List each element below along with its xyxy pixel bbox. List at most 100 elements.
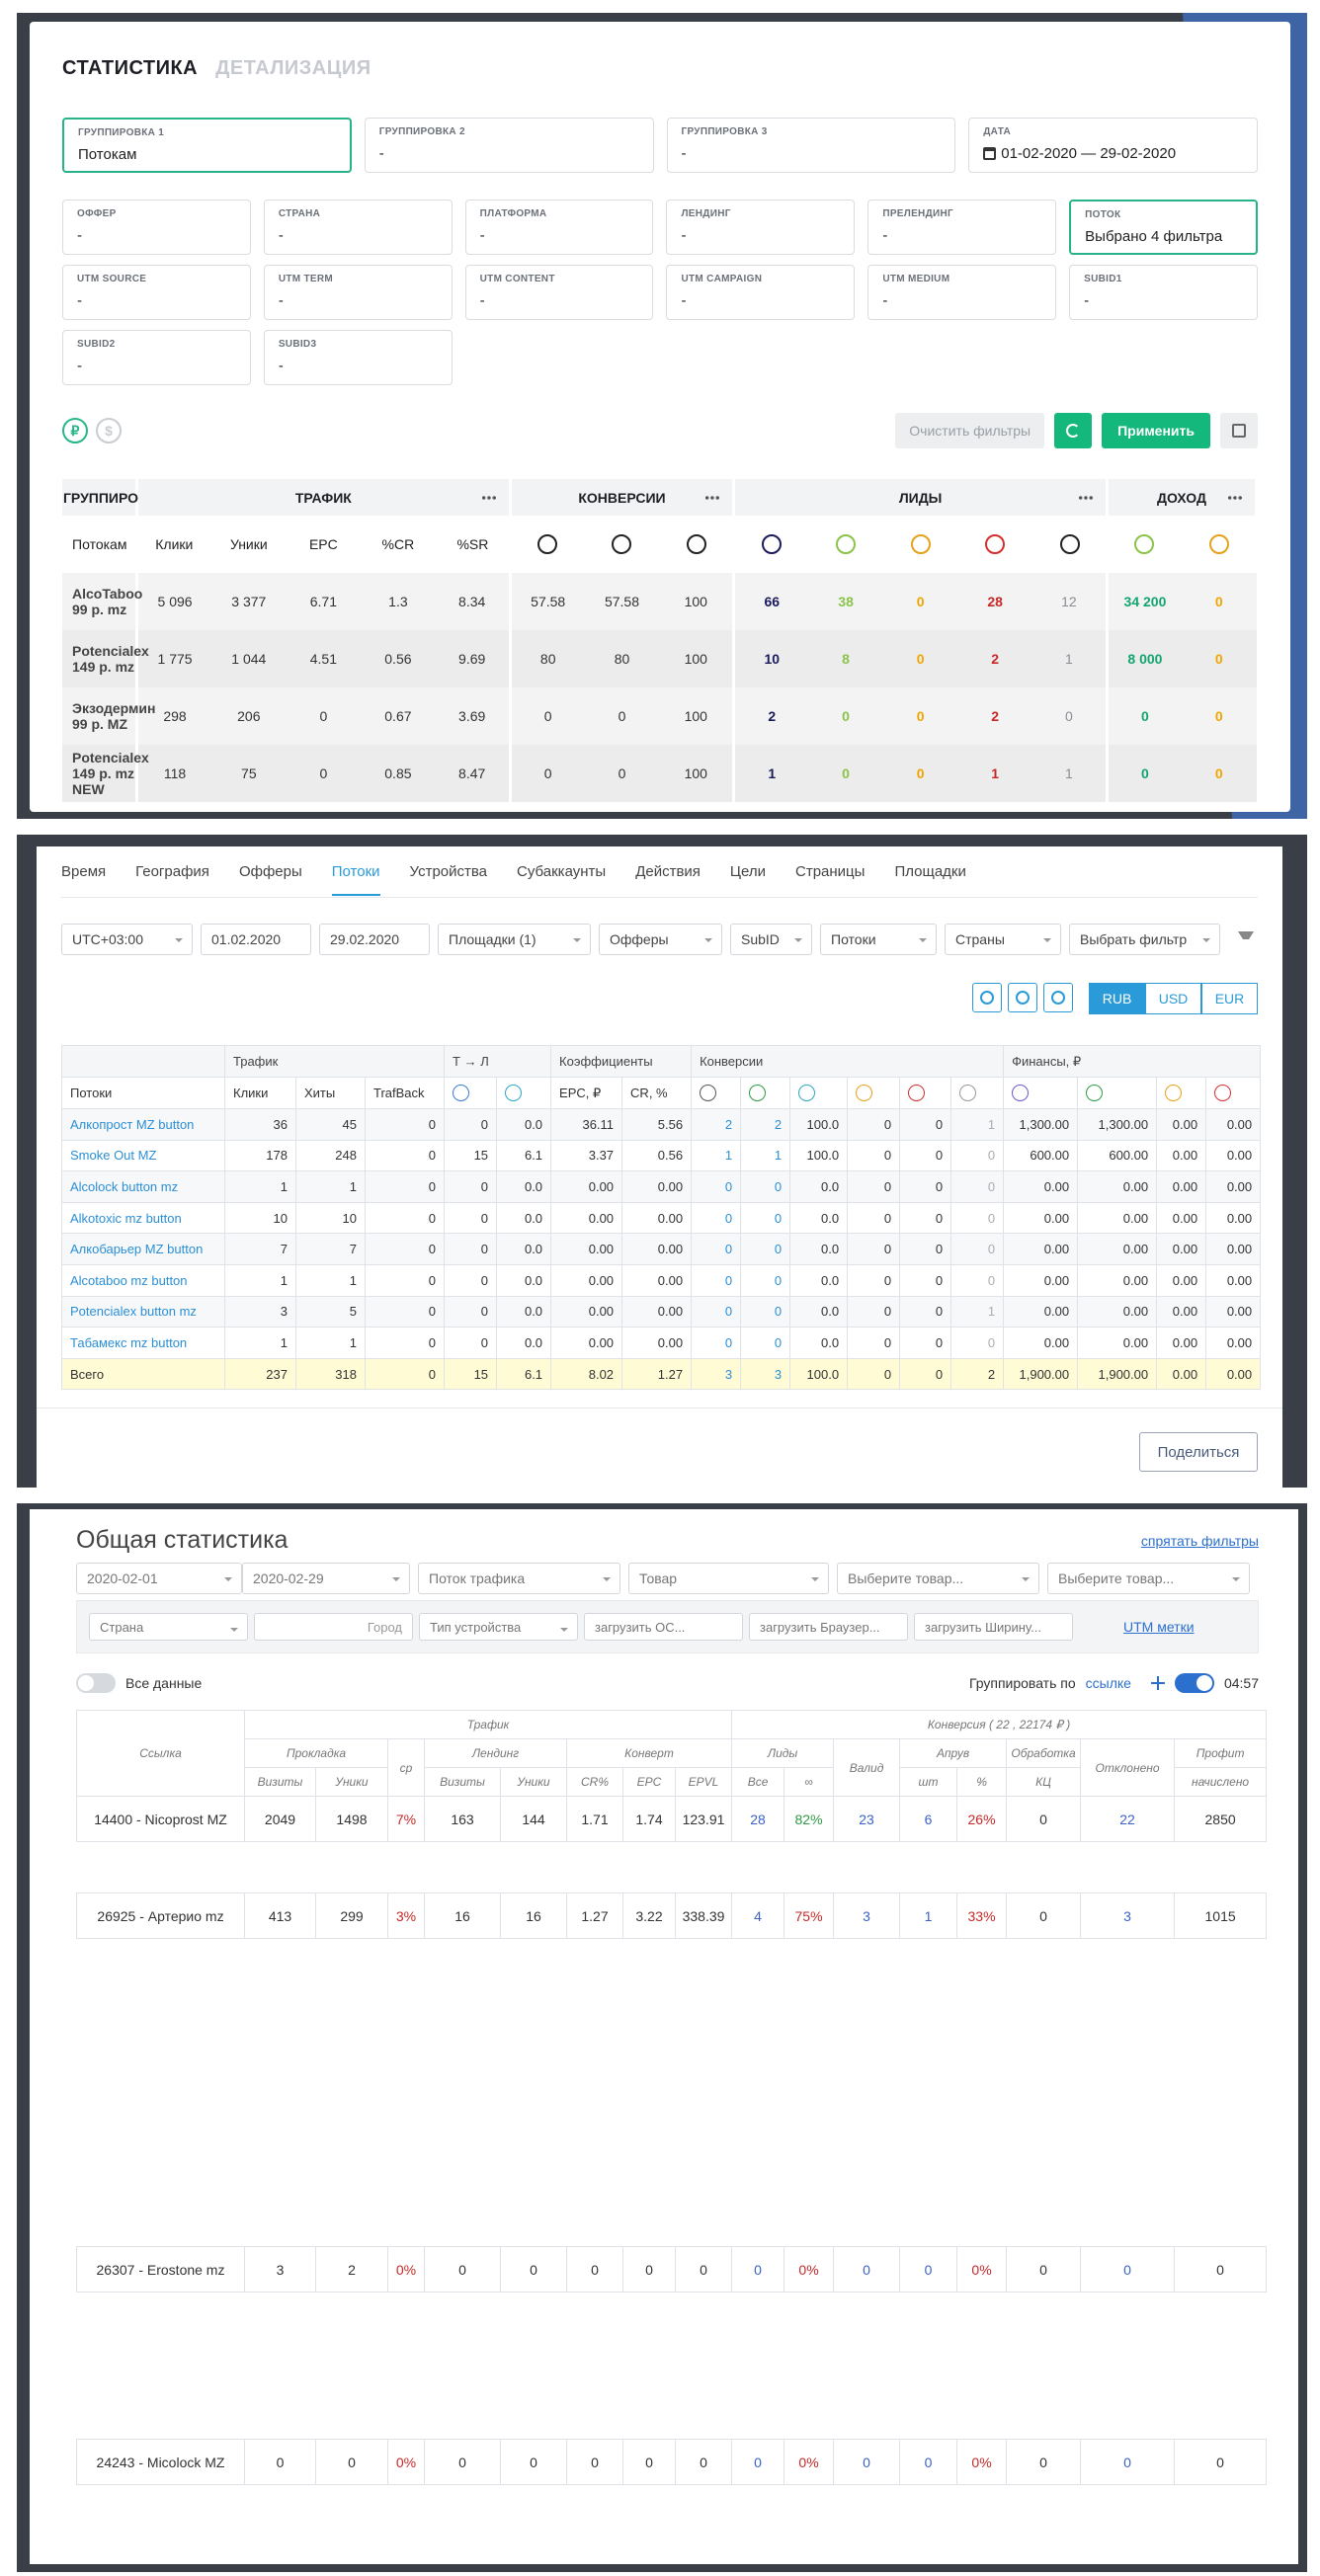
- column-header[interactable]: Потокам: [62, 516, 137, 573]
- cell[interactable]: Potencialex button mz: [61, 1295, 225, 1328]
- column-header[interactable]: Уники: [500, 1767, 567, 1797]
- column-header[interactable]: Клики: [136, 516, 212, 573]
- more-menu[interactable]: [1227, 496, 1243, 500]
- column-header[interactable]: Уники: [211, 516, 287, 573]
- column-header[interactable]: Визиты: [244, 1767, 316, 1797]
- filter-select[interactable]: Офферы: [599, 924, 722, 955]
- column-header[interactable]: Все: [731, 1767, 785, 1797]
- filter-select[interactable]: 29.02.2020: [319, 924, 430, 955]
- tab[interactable]: Устройства: [409, 863, 488, 880]
- filter-select[interactable]: загрузить Ширину...: [914, 1613, 1073, 1641]
- tab[interactable]: Офферы: [238, 863, 302, 880]
- filter-select[interactable]: Потоки: [820, 924, 937, 955]
- column-header[interactable]: Визиты: [424, 1767, 501, 1797]
- add-button[interactable]: [1150, 1676, 1165, 1690]
- clear-button[interactable]: Очистить фильтры: [895, 413, 1045, 448]
- tab[interactable]: Страницы: [795, 863, 866, 880]
- cell[interactable]: Alcotaboo mz button: [61, 1263, 225, 1297]
- filter-select[interactable]: Страна: [89, 1613, 248, 1641]
- tab[interactable]: Субаккаунты: [517, 863, 607, 880]
- tab[interactable]: Площадки: [894, 863, 966, 880]
- cell[interactable]: Алкопрост MZ button: [61, 1108, 225, 1141]
- filter-field[interactable]: SUBID1 -: [1069, 265, 1258, 320]
- filter-field[interactable]: UTM CONTENT -: [464, 265, 654, 320]
- column-header[interactable]: EPC: [622, 1767, 676, 1797]
- refresh-button[interactable]: [1054, 413, 1093, 448]
- apply-button[interactable]: Применить: [1102, 413, 1210, 448]
- filter-field[interactable]: SUBID2 -: [62, 330, 251, 385]
- column-header[interactable]: %CR: [361, 516, 436, 573]
- tab[interactable]: ДЕТАЛИЗАЦИЯ: [215, 56, 371, 79]
- filter-select[interactable]: загрузить Браузер...: [749, 1613, 908, 1641]
- filter-select[interactable]: Выбрать фильтр: [1069, 924, 1220, 955]
- filter-field[interactable]: ГРУППИРОВКА 2 -: [364, 118, 654, 173]
- cell[interactable]: Alcolock button mz: [61, 1170, 225, 1203]
- utm-link[interactable]: UTM метки: [1123, 1619, 1195, 1635]
- filter-select[interactable]: 2020-02-29: [242, 1563, 410, 1594]
- cell[interactable]: Алкобарьер MZ button: [61, 1233, 225, 1265]
- column-header[interactable]: %SR: [435, 516, 511, 573]
- column-header[interactable]: EPC: [286, 516, 362, 573]
- column-header[interactable]: КЦ: [1006, 1767, 1082, 1797]
- filter-field[interactable]: UTM TERM -: [263, 265, 453, 320]
- filter-icon[interactable]: [1238, 931, 1254, 947]
- toggle[interactable]: [76, 1673, 116, 1693]
- tab[interactable]: География: [135, 863, 209, 880]
- save-button[interactable]: [1220, 413, 1258, 448]
- filter-select[interactable]: Город: [254, 1613, 413, 1641]
- filter-field[interactable]: ЛЕНДИНГ -: [666, 200, 856, 255]
- filter-field[interactable]: ДАТА 01-02-2020 — 29-02-2020: [968, 118, 1258, 173]
- cell[interactable]: Smoke Out MZ: [61, 1139, 225, 1172]
- filter-select[interactable]: загрузить ОС...: [584, 1613, 743, 1641]
- filter-field[interactable]: UTM SOURCE -: [62, 265, 251, 320]
- filter-select[interactable]: Выберите товар...: [837, 1563, 1039, 1594]
- share-button[interactable]: Поделиться: [1139, 1432, 1258, 1472]
- filter-select[interactable]: Выберите товар...: [1047, 1563, 1250, 1594]
- tool-button[interactable]: [1043, 983, 1073, 1012]
- filter-select[interactable]: Площадки (1): [438, 924, 591, 955]
- column-header[interactable]: Уники: [315, 1767, 388, 1797]
- currency-option[interactable]: USD: [1145, 983, 1201, 1014]
- filter-select[interactable]: Тип устройства: [419, 1613, 578, 1641]
- more-menu[interactable]: [704, 496, 721, 500]
- filter-field[interactable]: UTM CAMPAIGN -: [666, 265, 856, 320]
- auto-refresh-toggle[interactable]: [1174, 1673, 1214, 1693]
- filter-field[interactable]: ГРУППИРОВКА 3 -: [666, 118, 956, 173]
- column-header[interactable]: шт: [899, 1767, 958, 1797]
- filter-select[interactable]: SubID: [730, 924, 812, 955]
- filter-field[interactable]: ПРЕЛЕНДИНГ -: [867, 200, 1057, 255]
- tab[interactable]: Цели: [729, 863, 766, 880]
- column-header[interactable]: начислено: [1174, 1767, 1268, 1797]
- tab[interactable]: Действия: [635, 863, 701, 880]
- filter-field[interactable]: ГРУППИРОВКА 1 Потокам: [62, 118, 352, 173]
- column-header[interactable]: ∞: [784, 1767, 835, 1797]
- filter-field[interactable]: UTM MEDIUM -: [867, 265, 1057, 320]
- currency-option[interactable]: RUB: [1089, 983, 1145, 1014]
- filter-select[interactable]: Товар: [628, 1563, 829, 1594]
- hide-filters-link[interactable]: спрятать фильтры: [1140, 1533, 1259, 1549]
- filter-field[interactable]: SUBID3 -: [263, 330, 453, 385]
- more-menu[interactable]: [1077, 496, 1094, 500]
- filter-field[interactable]: ПОТОК Выбрано 4 фильтра: [1069, 200, 1258, 255]
- column-header[interactable]: EPVL: [674, 1767, 733, 1797]
- tool-button[interactable]: [972, 983, 1002, 1012]
- filter-select[interactable]: 2020-02-01: [76, 1563, 242, 1594]
- tool-button[interactable]: [1008, 983, 1037, 1012]
- filter-select[interactable]: Страны: [945, 924, 1061, 955]
- cell[interactable]: Табамекс mz button: [61, 1327, 225, 1359]
- tab[interactable]: СТАТИСТИКА: [62, 56, 199, 79]
- column-header[interactable]: CR%: [566, 1767, 623, 1797]
- filter-select[interactable]: 01.02.2020: [201, 924, 311, 955]
- filter-field[interactable]: ПЛАТФОРМА -: [464, 200, 654, 255]
- currency-option[interactable]: EUR: [1201, 983, 1258, 1014]
- tab[interactable]: Потоки: [331, 863, 380, 896]
- tab[interactable]: Время: [61, 863, 107, 880]
- column-header[interactable]: %: [956, 1767, 1008, 1797]
- filter-field[interactable]: ОФФЕР -: [62, 200, 251, 255]
- group-select[interactable]: ссылке: [1085, 1675, 1131, 1691]
- filter-select[interactable]: Поток трафика: [418, 1563, 620, 1594]
- currency-toggle[interactable]: ₽: [62, 418, 88, 443]
- currency-toggle[interactable]: $: [96, 418, 122, 443]
- more-menu[interactable]: [480, 496, 497, 500]
- filter-field[interactable]: СТРАНА -: [263, 200, 453, 255]
